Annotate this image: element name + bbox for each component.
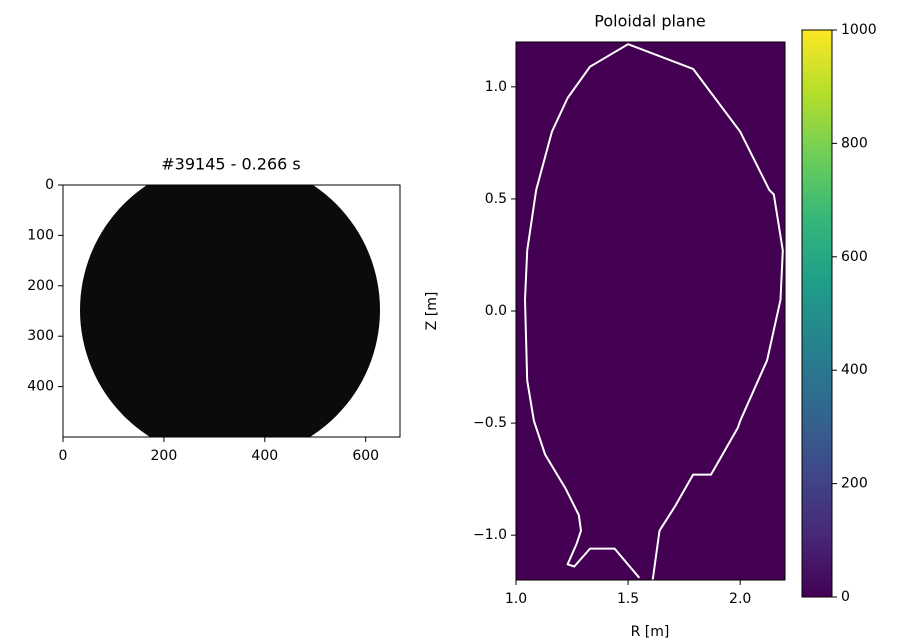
x-tick-label: 600 [352, 448, 379, 464]
x-tick-label: 400 [251, 448, 278, 464]
y-tick-label: 0 [841, 589, 850, 605]
y-tick-label: 300 [27, 328, 54, 344]
x-tick-label: 200 [151, 448, 178, 464]
left-title: #39145 - 0.266 s [161, 155, 300, 174]
y-axis-label: Z [m] [424, 292, 440, 331]
y-tick-label: −0.5 [473, 415, 507, 431]
camera-image [80, 160, 380, 460]
x-tick-label: 1.0 [505, 591, 527, 607]
figure: #39145 - 0.266 s Poloidal plane R [m] Z … [0, 0, 897, 644]
x-axis-label: R [m] [631, 624, 670, 640]
x-tick-label: 0 [59, 448, 68, 464]
y-tick-label: 0 [45, 177, 54, 193]
y-tick-label: 400 [27, 379, 54, 395]
y-tick-label: 400 [841, 362, 868, 378]
y-tick-label: 0.5 [485, 191, 507, 207]
y-tick-label: 1000 [841, 22, 877, 38]
y-tick-label: −1.0 [473, 527, 507, 543]
y-tick-label: 600 [841, 249, 868, 265]
right-title: Poloidal plane [594, 12, 705, 31]
y-tick-label: 800 [841, 135, 868, 151]
page: #39145 - 0.266 s Poloidal plane R [m] Z … [0, 0, 897, 644]
x-tick-label: 2.0 [729, 591, 751, 607]
y-tick-label: 1.0 [485, 79, 507, 95]
y-tick-label: 100 [27, 227, 54, 243]
colorbar [802, 30, 832, 597]
x-tick-label: 1.5 [617, 591, 639, 607]
y-tick-label: 200 [841, 476, 868, 492]
y-tick-label: 0.0 [485, 303, 507, 319]
y-tick-label: 200 [27, 278, 54, 294]
